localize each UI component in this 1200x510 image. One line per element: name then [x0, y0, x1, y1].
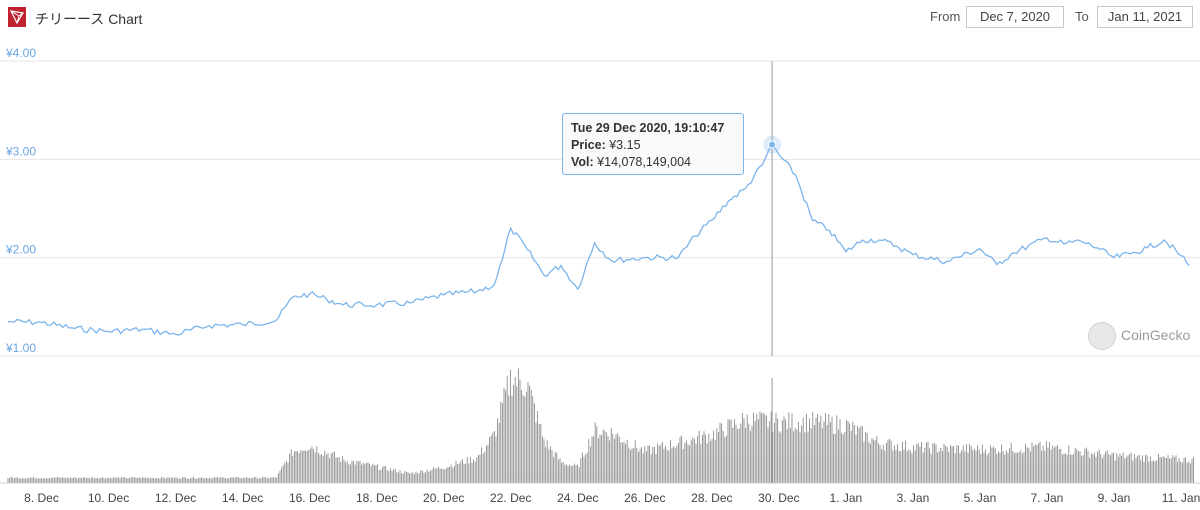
volume-series: [7, 368, 1195, 483]
x-tick-label: 8. Dec: [24, 491, 59, 505]
watermark-text: CoinGecko: [1121, 327, 1191, 343]
price-line: [8, 143, 1190, 336]
x-tick-label: 24. Dec: [557, 491, 598, 505]
x-tick-label: 5. Jan: [964, 491, 997, 505]
x-tick-label: 30. Dec: [758, 491, 799, 505]
y-grid: [0, 60, 1200, 357]
x-tick-label: 3. Jan: [897, 491, 930, 505]
x-tick-label: 10. Dec: [88, 491, 129, 505]
hover-point: [768, 140, 777, 149]
price-tooltip: Tue 29 Dec 2020, 19:10:47 Price: ¥3.15 V…: [562, 113, 744, 175]
to-label: To: [1075, 9, 1089, 24]
tooltip-price-label: Price:: [571, 138, 606, 152]
x-tick-label: 26. Dec: [624, 491, 665, 505]
x-tick-label: 7. Jan: [1031, 491, 1064, 505]
chart-header: チリーース Chart From Dec 7, 2020 To Jan 11, …: [0, 0, 1200, 36]
y-tick-label: ¥4.00: [5, 46, 36, 60]
x-tick-label: 12. Dec: [155, 491, 196, 505]
from-date-input[interactable]: Dec 7, 2020: [966, 6, 1064, 28]
x-tick-label: 18. Dec: [356, 491, 397, 505]
tooltip-date: Tue 29 Dec 2020, 19:10:47: [571, 121, 725, 135]
price-chart[interactable]: ¥1.00 ¥2.00 ¥3.00 ¥4.00 8. Dec 10. Dec 12. De…: [0, 36, 1200, 510]
volume-bars: [7, 368, 1195, 483]
coingecko-logo-icon: [1088, 322, 1116, 350]
y-tick-label: ¥1.00: [5, 341, 36, 355]
y-axis-labels: ¥1.00 ¥2.00 ¥3.00 ¥4.00: [5, 46, 36, 355]
x-tick-label: 20. Dec: [423, 491, 464, 505]
x-tick-label: 14. Dec: [222, 491, 263, 505]
y-tick-label: ¥2.00: [5, 243, 36, 257]
from-label: From: [930, 9, 961, 24]
x-axis-labels: 8. Dec 10. Dec 12. Dec 14. Dec 16. Dec 18. De…: [24, 491, 1200, 505]
x-tick-label: 9. Jan: [1098, 491, 1131, 505]
tooltip-vol-value: ¥14,078,149,004: [597, 155, 692, 169]
chart-title: チリーース Chart: [35, 11, 143, 27]
x-tick-label: 16. Dec: [289, 491, 330, 505]
tooltip-vol-label: Vol:: [571, 155, 594, 169]
y-tick-label: ¥3.00: [5, 144, 36, 158]
x-tick-label: 11. Jan: [1162, 491, 1200, 505]
x-tick-label: 1. Jan: [830, 491, 863, 505]
to-date-input[interactable]: Jan 11, 2021: [1097, 6, 1193, 28]
tron-logo-icon: [8, 7, 26, 27]
tooltip-price-value: ¥3.15: [609, 138, 641, 152]
x-tick-label: 22. Dec: [490, 491, 531, 505]
x-tick-label: 28. Dec: [691, 491, 732, 505]
